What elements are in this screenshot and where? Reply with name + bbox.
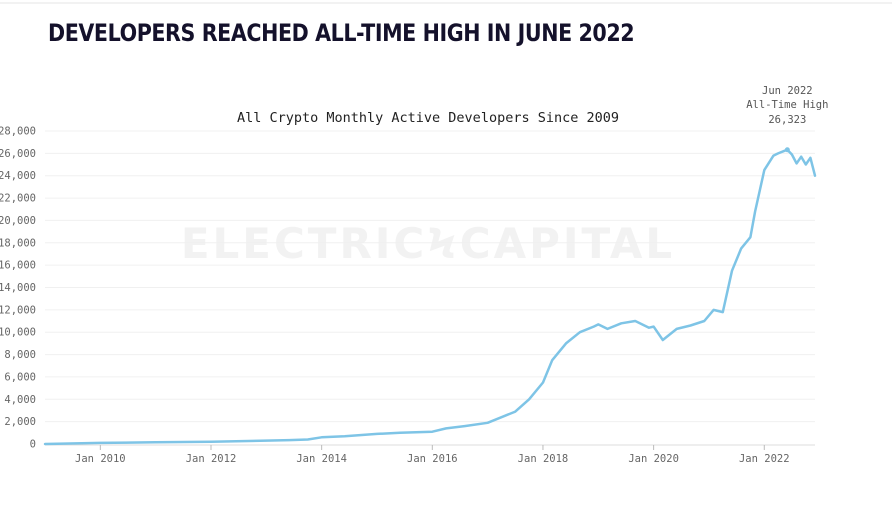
y-tick-label: 16,000	[0, 260, 36, 272]
y-axis: 0 2,000 4,000 6,000 8,000 10,000 12,000 14,000 1…	[0, 126, 36, 451]
y-tick-label: 12,000	[0, 304, 36, 316]
series-line	[43, 148, 817, 446]
y-tick-label: 22,000	[0, 193, 36, 205]
ath-value-label: 26,323	[768, 114, 806, 126]
x-tick-label: Jan 2012	[186, 453, 237, 465]
y-tick-label: 4,000	[4, 394, 36, 406]
y-tick-label: 14,000	[0, 282, 36, 294]
y-tick-label: 10,000	[0, 327, 36, 339]
y-tick-label: 0	[30, 439, 36, 451]
x-tick-label: Jan 2018	[518, 453, 569, 465]
y-tick-label: 6,000	[4, 371, 36, 383]
ath-date-label: Jun 2022	[762, 85, 813, 97]
y-tick-label: 28,000	[0, 126, 36, 138]
all-time-high-annotation: Jun 2022 All-Time High 26,323	[746, 85, 828, 153]
y-tick-label: 8,000	[4, 349, 36, 361]
watermark: ELECTRICϞCAPITAL	[181, 219, 675, 268]
chart-title: All Crypto Monthly Active Developers Sin…	[237, 110, 619, 126]
all-time-high-point	[784, 147, 790, 153]
y-tick-label: 18,000	[0, 237, 36, 249]
y-tick-label: 2,000	[4, 416, 36, 428]
x-tick-label: Jan 2014	[296, 453, 347, 465]
x-tick-label: Jan 2022	[739, 453, 790, 465]
y-tick-label: 20,000	[0, 215, 36, 227]
ath-title-label: All-Time High	[746, 99, 828, 111]
x-axis: Jan 2010 Jan 2012 Jan 2014 Jan 2016 Jan 2018…	[45, 444, 815, 465]
y-tick-label: 26,000	[0, 148, 36, 160]
page-headline: DEVELOPERS REACHED ALL-TIME HIGH IN JUNE…	[48, 19, 635, 47]
x-tick-label: Jan 2016	[407, 453, 458, 465]
gridlines	[45, 130, 815, 423]
y-tick-label: 24,000	[0, 170, 36, 182]
x-tick-label: Jan 2020	[628, 453, 679, 465]
x-tick-label: Jan 2010	[75, 453, 126, 465]
